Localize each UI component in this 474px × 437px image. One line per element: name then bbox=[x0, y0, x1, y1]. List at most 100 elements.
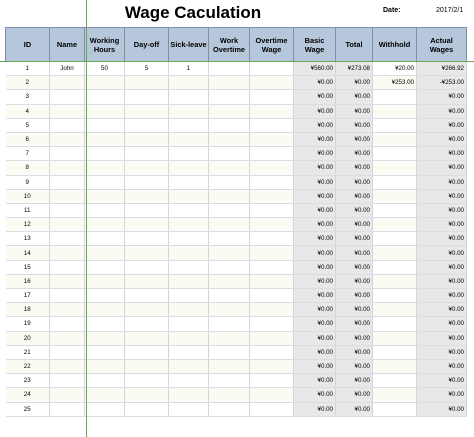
cell-overtime-wage[interactable] bbox=[249, 274, 294, 290]
cell-overtime-wage[interactable] bbox=[249, 160, 294, 176]
cell-basic-wage[interactable]: ¥0.00 bbox=[293, 274, 336, 290]
cell-basic-wage[interactable]: ¥0.00 bbox=[293, 359, 336, 375]
cell-withhold[interactable] bbox=[372, 302, 417, 318]
cell-overtime-wage[interactable] bbox=[249, 387, 294, 403]
cell-basic-wage[interactable]: ¥0.00 bbox=[293, 260, 336, 275]
cell-total[interactable]: ¥0.00 bbox=[335, 132, 373, 148]
cell-actual-wages[interactable]: ¥0.00 bbox=[416, 359, 467, 375]
cell-basic-wage[interactable]: ¥0.00 bbox=[293, 302, 336, 318]
cell-overtime-wage[interactable] bbox=[249, 118, 294, 133]
cell-id[interactable]: 1 bbox=[5, 61, 50, 77]
cell-work-overtime[interactable] bbox=[208, 231, 250, 247]
cell-sick-leave[interactable] bbox=[168, 316, 209, 332]
cell-withhold[interactable] bbox=[372, 89, 417, 105]
cell-name[interactable] bbox=[49, 89, 85, 105]
cell-overtime-wage[interactable] bbox=[249, 245, 294, 261]
cell-working-hours[interactable] bbox=[84, 245, 125, 261]
cell-work-overtime[interactable] bbox=[208, 61, 250, 77]
cell-sick-leave[interactable] bbox=[168, 402, 209, 417]
cell-sick-leave[interactable] bbox=[168, 189, 209, 204]
cell-basic-wage[interactable]: ¥0.00 bbox=[293, 231, 336, 247]
cell-day-off[interactable] bbox=[124, 189, 169, 204]
cell-actual-wages[interactable]: ¥266.92 bbox=[416, 61, 467, 77]
cell-id[interactable]: 16 bbox=[5, 274, 50, 290]
cell-overtime-wage[interactable] bbox=[249, 359, 294, 375]
cell-sick-leave[interactable] bbox=[168, 260, 209, 275]
cell-id[interactable]: 2 bbox=[5, 75, 50, 91]
cell-withhold[interactable] bbox=[372, 160, 417, 176]
cell-name[interactable] bbox=[49, 245, 85, 261]
cell-actual-wages[interactable]: ¥0.00 bbox=[416, 203, 467, 219]
cell-work-overtime[interactable] bbox=[208, 89, 250, 105]
cell-basic-wage[interactable]: ¥0.00 bbox=[293, 132, 336, 148]
cell-sick-leave[interactable] bbox=[168, 89, 209, 105]
cell-day-off[interactable]: 5 bbox=[124, 61, 169, 77]
cell-name[interactable] bbox=[49, 359, 85, 375]
cell-sick-leave[interactable] bbox=[168, 217, 209, 233]
cell-overtime-wage[interactable] bbox=[249, 61, 294, 77]
cell-actual-wages[interactable]: ¥0.00 bbox=[416, 302, 467, 318]
cell-work-overtime[interactable] bbox=[208, 359, 250, 375]
cell-working-hours[interactable] bbox=[84, 274, 125, 290]
cell-overtime-wage[interactable] bbox=[249, 345, 294, 360]
cell-day-off[interactable] bbox=[124, 402, 169, 417]
cell-withhold[interactable] bbox=[372, 387, 417, 403]
cell-sick-leave[interactable] bbox=[168, 118, 209, 133]
cell-id[interactable]: 13 bbox=[5, 231, 50, 247]
cell-work-overtime[interactable] bbox=[208, 316, 250, 332]
cell-withhold[interactable] bbox=[372, 260, 417, 275]
cell-id[interactable]: 15 bbox=[5, 260, 50, 275]
cell-total[interactable]: ¥0.00 bbox=[335, 89, 373, 105]
cell-name[interactable] bbox=[49, 175, 85, 190]
cell-day-off[interactable] bbox=[124, 288, 169, 304]
cell-total[interactable]: ¥0.00 bbox=[335, 203, 373, 219]
cell-sick-leave[interactable] bbox=[168, 160, 209, 176]
column-header-basic-wage[interactable]: Basic Wage bbox=[293, 27, 336, 62]
cell-withhold[interactable] bbox=[372, 274, 417, 290]
cell-overtime-wage[interactable] bbox=[249, 175, 294, 190]
cell-id[interactable]: 23 bbox=[5, 373, 50, 389]
cell-work-overtime[interactable] bbox=[208, 118, 250, 133]
cell-day-off[interactable] bbox=[124, 331, 169, 346]
cell-total[interactable]: ¥0.00 bbox=[335, 302, 373, 318]
cell-day-off[interactable] bbox=[124, 359, 169, 375]
cell-sick-leave[interactable] bbox=[168, 231, 209, 247]
cell-name[interactable] bbox=[49, 260, 85, 275]
cell-withhold[interactable] bbox=[372, 373, 417, 389]
cell-id[interactable]: 21 bbox=[5, 345, 50, 360]
cell-work-overtime[interactable] bbox=[208, 104, 250, 119]
cell-name[interactable] bbox=[49, 75, 85, 91]
cell-day-off[interactable] bbox=[124, 160, 169, 176]
cell-actual-wages[interactable]: ¥0.00 bbox=[416, 189, 467, 204]
cell-sick-leave[interactable] bbox=[168, 245, 209, 261]
date-value[interactable]: 2017/2/1 bbox=[436, 7, 464, 14]
cell-day-off[interactable] bbox=[124, 146, 169, 162]
cell-name[interactable] bbox=[49, 288, 85, 304]
cell-overtime-wage[interactable] bbox=[249, 189, 294, 204]
cell-withhold[interactable] bbox=[372, 345, 417, 360]
cell-work-overtime[interactable] bbox=[208, 387, 250, 403]
cell-day-off[interactable] bbox=[124, 387, 169, 403]
cell-total[interactable]: ¥0.00 bbox=[335, 231, 373, 247]
cell-sick-leave[interactable] bbox=[168, 175, 209, 190]
cell-basic-wage[interactable]: ¥0.00 bbox=[293, 245, 336, 261]
cell-work-overtime[interactable] bbox=[208, 146, 250, 162]
cell-overtime-wage[interactable] bbox=[249, 331, 294, 346]
cell-withhold[interactable] bbox=[372, 146, 417, 162]
cell-actual-wages[interactable]: ¥0.00 bbox=[416, 160, 467, 176]
cell-overtime-wage[interactable] bbox=[249, 302, 294, 318]
cell-name[interactable] bbox=[49, 146, 85, 162]
cell-work-overtime[interactable] bbox=[208, 132, 250, 148]
cell-work-overtime[interactable] bbox=[208, 260, 250, 275]
cell-working-hours[interactable] bbox=[84, 189, 125, 204]
cell-id[interactable]: 6 bbox=[5, 132, 50, 148]
cell-actual-wages[interactable]: ¥0.00 bbox=[416, 288, 467, 304]
cell-basic-wage[interactable]: ¥0.00 bbox=[293, 288, 336, 304]
cell-work-overtime[interactable] bbox=[208, 175, 250, 190]
cell-work-overtime[interactable] bbox=[208, 288, 250, 304]
cell-day-off[interactable] bbox=[124, 89, 169, 105]
cell-name[interactable] bbox=[49, 316, 85, 332]
cell-id[interactable]: 20 bbox=[5, 331, 50, 346]
cell-work-overtime[interactable] bbox=[208, 189, 250, 204]
cell-id[interactable]: 12 bbox=[5, 217, 50, 233]
